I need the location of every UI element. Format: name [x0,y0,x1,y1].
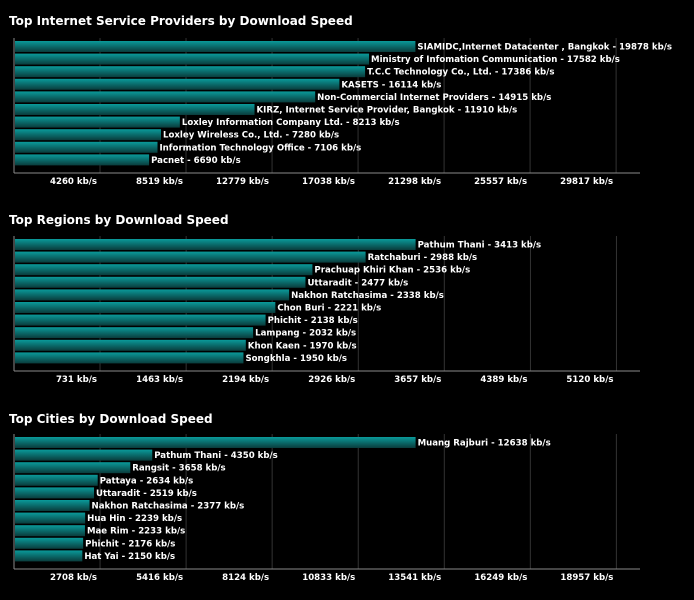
isp-tick-label: 25557 kb/s [474,177,527,187]
cities-bar [15,537,84,549]
isp-bar-label: Information Technology Office - 7106 kb/… [159,143,361,153]
isp-bar [15,53,370,65]
cities-tick-label: 10833 kb/s [302,573,355,583]
regions-bar [15,339,246,351]
isp-bar-label: Non-Commercial Internet Providers - 1491… [317,93,551,103]
isp-bar-label: Pacnet - 6690 kb/s [151,156,241,166]
cities-bar [15,474,98,486]
isp-tick-label: 21298 kb/s [388,177,441,187]
regions-tick-label: 5120 kb/s [566,375,613,385]
isp-bar-label: T.C.C Technology Co., Ltd. - 17386 kb/s [367,68,554,78]
cities-tick-label: 16249 kb/s [474,573,527,583]
regions-bar [15,239,416,250]
cities-tick-label: 2708 kb/s [50,573,97,583]
isp-bar [15,66,366,78]
regions-tick-label: 731 kb/s [56,375,97,385]
regions-tick-label: 2926 kb/s [308,375,355,385]
isp-chart-plot: SIAMIDC,Internet Datacenter , Bangkok - … [13,38,672,187]
cities-bar-label: Nakhon Ratchasima - 2377 kb/s [92,502,245,512]
regions-bar-label: Chon Buri - 2221 kb/s [277,304,381,314]
regions-bar-label: Nakhon Ratchasima - 2338 kb/s [291,291,444,301]
isp-bar [15,41,416,52]
cities-bar-label: Pattaya - 2634 kb/s [100,476,194,486]
cities-bar-label: Mae Rim - 2233 kb/s [87,527,185,537]
regions-tick-label: 2194 kb/s [222,375,269,385]
isp-bar-label: Loxley Wireless Co., Ltd. - 7280 kb/s [163,131,339,141]
regions-tick-label: 1463 kb/s [136,375,183,385]
cities-tick-label: 8124 kb/s [222,573,269,583]
regions-bar-label: Khon Kaen - 1970 kb/s [248,341,357,351]
regions-tick-label: 3657 kb/s [394,375,441,385]
cities-bar-label: Pathum Thani - 4350 kb/s [154,451,278,461]
isp-tick-label: 4260 kb/s [50,177,97,187]
cities-tick-label: 18957 kb/s [560,573,613,583]
cities-bar [15,525,85,537]
cities-bar-label: Hua Hin - 2239 kb/s [87,514,182,524]
isp-tick-label: 8519 kb/s [136,177,183,187]
regions-bar [15,302,276,313]
regions-tick-label: 4389 kb/s [480,375,527,385]
isp-bar-label: KIRZ, Internet Service Provider, Bangkok… [257,106,518,116]
isp-bar [15,154,150,166]
regions-bar [15,352,244,364]
regions-bar [15,276,306,288]
regions-bar-label: Ratchaburi - 2988 kb/s [368,253,478,263]
cities-bar [15,512,86,524]
regions-bar-label: Pathum Thani - 3413 kb/s [418,241,542,251]
cities-bar-label: Phichit - 2176 kb/s [85,539,175,549]
isp-bar [15,129,162,141]
cities-tick-label: 5416 kb/s [136,573,183,583]
cities-bar [15,462,131,474]
isp-tick-label: 29817 kb/s [560,177,613,187]
regions-chart-title: Top Regions by Download Speed [9,213,229,227]
cities-tick-label: 13541 kb/s [388,573,441,583]
regions-bar [15,251,366,263]
regions-bar [15,314,266,326]
cities-bar-label: Hat Yai - 2150 kb/s [84,552,175,562]
isp-bar-label: Loxley Information Company Ltd. - 8213 k… [182,118,400,128]
isp-bar [15,104,255,115]
isp-tick-label: 17038 kb/s [302,177,355,187]
isp-bar [15,91,316,103]
regions-bar-label: Lampang - 2032 kb/s [255,329,356,339]
isp-tick-label: 12779 kb/s [216,177,269,187]
isp-bar [15,78,340,90]
cities-bar [15,437,416,448]
cities-bar-label: Rangsit - 3658 kb/s [132,464,225,474]
regions-bar [15,264,313,276]
cities-chart-plot: Muang Rajburi - 12638 kb/s Pathum Thani -… [13,434,640,583]
cities-bar [15,487,95,499]
cities-bar [15,449,153,461]
regions-bar-label: Uttaradit - 2477 kb/s [307,278,408,288]
regions-chart-plot: Pathum Thani - 3413 kb/s Ratchaburi - 298… [13,236,640,385]
isp-chart-title: Top Internet Service Providers by Downlo… [9,14,353,28]
cities-chart-title: Top Cities by Download Speed [9,412,213,426]
regions-bar-label: Songkhla - 1950 kb/s [245,354,347,364]
isp-bar-label: SIAMIDC,Internet Datacenter , Bangkok - … [417,43,672,53]
cities-bar-label: Uttaradit - 2519 kb/s [96,489,197,499]
cities-bar [15,550,83,562]
isp-bar [15,116,180,128]
regions-bar [15,327,254,339]
cities-bar [15,500,90,511]
isp-bar-label: Ministry of Infomation Communication - 1… [371,55,620,65]
cities-bar-label: Muang Rajburi - 12638 kb/s [418,439,551,449]
isp-bar [15,141,158,153]
isp-bar-label: KASETS - 16114 kb/s [341,80,441,90]
regions-bar-label: Prachuap Khiri Khan - 2536 kb/s [314,266,470,276]
regions-bar [15,289,290,301]
regions-bar-label: Phichit - 2138 kb/s [268,316,358,326]
